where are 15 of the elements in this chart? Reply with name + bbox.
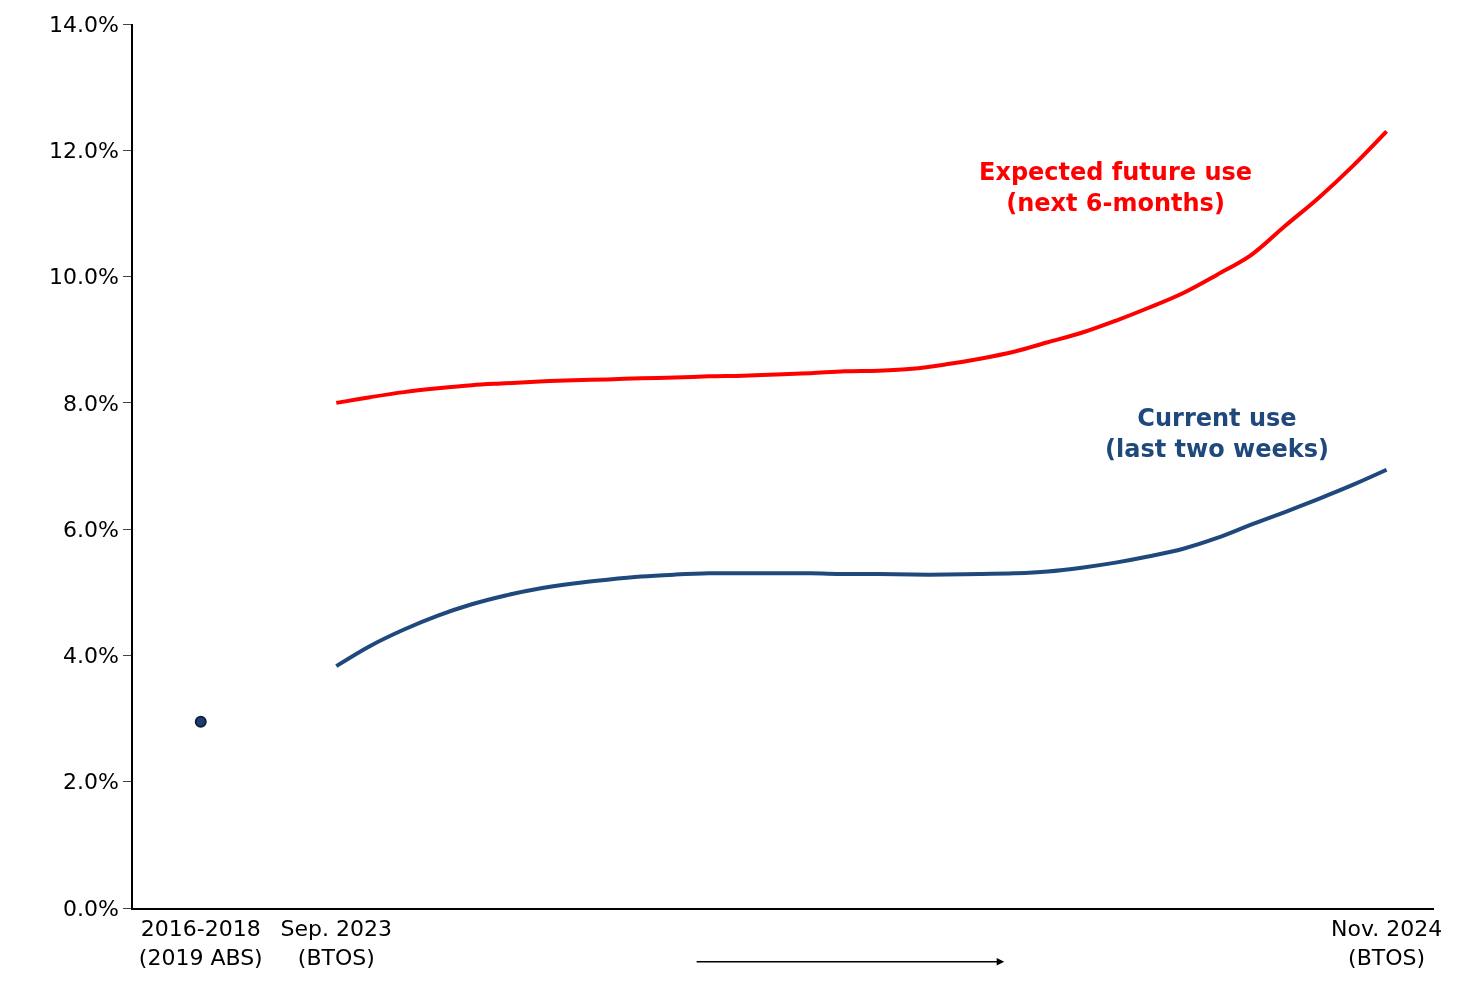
y-tick-label: 6.0%	[62, 516, 119, 542]
y-tick-label: 12.0%	[48, 137, 119, 163]
x-tick-label: Nov. 2024 (BTOS)	[1330, 916, 1443, 970]
series-label: Current use (last two weeks)	[1105, 404, 1329, 464]
y-tick-label: 4.0%	[62, 643, 119, 669]
y-tick-label: 2.0%	[62, 769, 119, 795]
x-tick-label: 2016-2018 (2019 ABS)	[138, 916, 263, 970]
y-tick-label: 14.0%	[48, 11, 119, 37]
series-label: Expected future use (next 6-months)	[979, 158, 1253, 218]
y-tick-label: 8.0%	[62, 390, 119, 416]
y-tick-label: 0.0%	[62, 895, 119, 921]
line-series	[334, 129, 1389, 405]
x-tick-label: Sep. 2023 (BTOS)	[280, 916, 393, 970]
y-tick-label: 10.0%	[48, 264, 119, 290]
line-series	[334, 467, 1389, 669]
